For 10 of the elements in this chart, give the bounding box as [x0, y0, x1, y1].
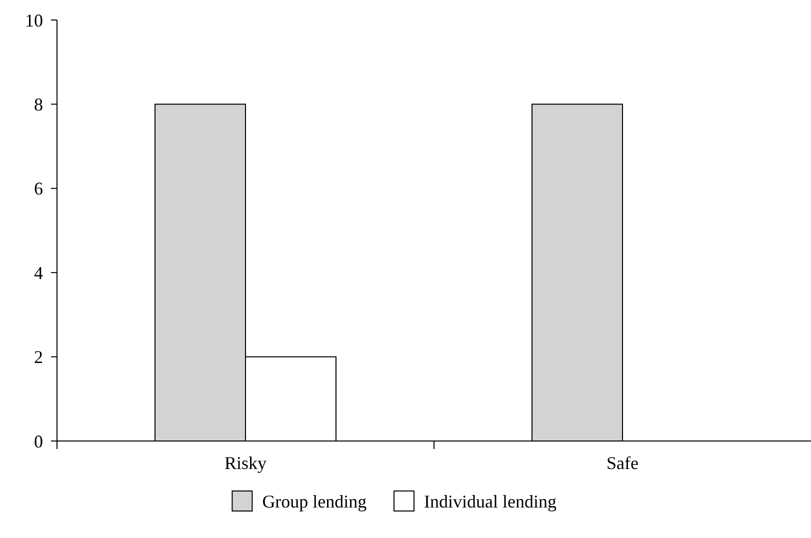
- y-tick-label: 2: [34, 347, 43, 368]
- x-tick-label: Risky: [224, 453, 267, 473]
- x-tick-label: Safe: [606, 453, 638, 473]
- y-tick-label: 6: [34, 178, 43, 199]
- y-tick-label: 4: [34, 262, 43, 283]
- y-tick-label: 8: [34, 94, 43, 114]
- legend-label: Group lending: [262, 491, 367, 512]
- legend-label: Individual lending: [424, 491, 556, 512]
- y-tick-label: 10: [25, 10, 43, 30]
- y-tick-label: 0: [34, 431, 43, 452]
